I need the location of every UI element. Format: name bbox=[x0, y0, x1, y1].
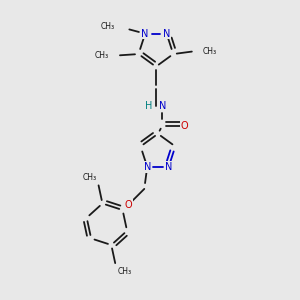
Text: CH₃: CH₃ bbox=[203, 46, 217, 56]
Text: N: N bbox=[163, 28, 170, 39]
Text: CH₃: CH₃ bbox=[117, 267, 131, 276]
Text: CH₃: CH₃ bbox=[82, 173, 97, 182]
Text: N: N bbox=[159, 101, 166, 111]
Text: CH₃: CH₃ bbox=[101, 22, 115, 31]
Text: H: H bbox=[145, 101, 152, 111]
Text: CH₃: CH₃ bbox=[95, 51, 109, 60]
Text: N: N bbox=[142, 28, 149, 39]
Text: O: O bbox=[124, 200, 132, 210]
Text: N: N bbox=[143, 162, 151, 172]
Text: N: N bbox=[165, 162, 172, 172]
Text: O: O bbox=[181, 121, 188, 130]
